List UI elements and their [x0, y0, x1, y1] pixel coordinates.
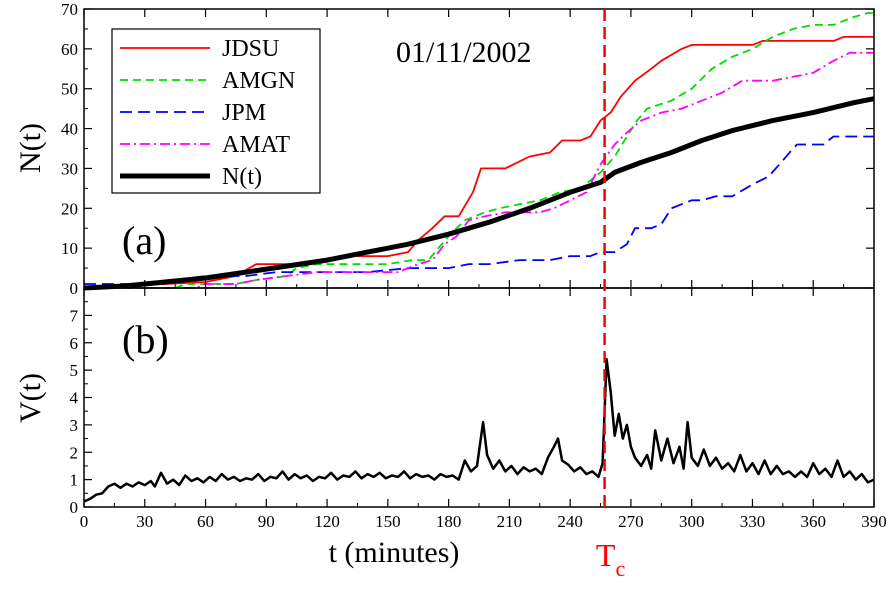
critical-time-label: Tc — [596, 537, 626, 581]
panel-a-y-tick-label: 60 — [61, 40, 78, 59]
series-line-vt — [83, 357, 875, 503]
panel-b-y-tick-label: 3 — [70, 416, 79, 435]
x-tick-label: 120 — [314, 512, 340, 531]
panel-a-y-tick-label: 0 — [70, 279, 79, 298]
x-axis-title: t (minutes) — [329, 536, 460, 569]
panel-b-y-tick-label: 2 — [70, 443, 79, 462]
legend-label: N(t) — [222, 164, 262, 190]
panel-a-y-tick-label: 20 — [61, 199, 78, 218]
x-tick-label: 390 — [861, 512, 887, 531]
x-tick-label: 270 — [618, 512, 644, 531]
legend: JDSU AMGN JPM AMAT N(t) — [111, 28, 321, 194]
legend-label: AMAT — [222, 132, 290, 158]
series-line-jpm — [84, 135, 874, 285]
x-tick-label: 180 — [436, 512, 462, 531]
panel-a-series — [83, 12, 875, 291]
panel-a-y-tick-label: 70 — [61, 0, 78, 19]
panel-b-x-ticks: 0 30 60 90 120 150 180 210 240 270 300 330 360 390 — [80, 9, 887, 531]
panel-b-y-axis-title: V(t) — [14, 373, 47, 423]
x-tick-label: 0 — [80, 512, 89, 531]
series-line-amgn — [84, 12, 874, 289]
panel-b-y-tick-label: 6 — [70, 334, 79, 353]
panel-a: 0 10 20 30 40 50 60 70 N(t) (a) 01/11/2002 JDSU… — [14, 0, 875, 298]
legend-label: JDSU — [222, 36, 279, 62]
legend-label: AMGN — [222, 68, 295, 94]
x-tick-label: 300 — [679, 512, 705, 531]
legend-label: JPM — [222, 100, 266, 126]
x-tick-label: 360 — [800, 512, 826, 531]
x-tick-label: 60 — [197, 512, 214, 531]
x-tick-label: 150 — [375, 512, 401, 531]
critical-time-label-main: T — [596, 537, 616, 573]
series-line-nt — [83, 96, 875, 291]
panel-a-y-tick-label: 10 — [61, 239, 78, 258]
panel-a-y-tick-label: 30 — [61, 159, 78, 178]
panel-b-y-tick-label: 7 — [70, 306, 79, 325]
panel-b-frame — [83, 287, 875, 508]
date-annotation: 01/11/2002 — [396, 36, 532, 69]
panel-b-y-tick-label: 5 — [70, 361, 79, 380]
panel-a-y-axis-title: N(t) — [14, 123, 47, 173]
panel-a-label: (a) — [122, 218, 166, 263]
panel-b-y-tick-label: 1 — [70, 471, 79, 490]
panel-a-y-tick-label: 40 — [61, 120, 78, 139]
panel-b-label: (b) — [122, 317, 169, 362]
x-tick-label: 30 — [136, 512, 153, 531]
panel-b-series — [83, 357, 875, 503]
critical-time-label-subscript: c — [615, 556, 625, 581]
x-tick-label: 90 — [258, 512, 275, 531]
legend-box — [111, 28, 321, 194]
x-tick-label: 210 — [497, 512, 523, 531]
panel-b-y-tick-label: 0 — [70, 498, 79, 517]
series-line-amat — [84, 51, 874, 289]
panel-a-y-ticks: 0 10 20 30 40 50 60 70 — [61, 0, 874, 298]
x-tick-label: 240 — [557, 512, 583, 531]
panel-b-y-ticks: 0 1 2 3 4 5 6 7 — [70, 301, 92, 517]
panel-b-y-tick-label: 4 — [70, 389, 79, 408]
x-tick-label: 330 — [740, 512, 766, 531]
panel-a-y-tick-label: 50 — [61, 80, 78, 99]
